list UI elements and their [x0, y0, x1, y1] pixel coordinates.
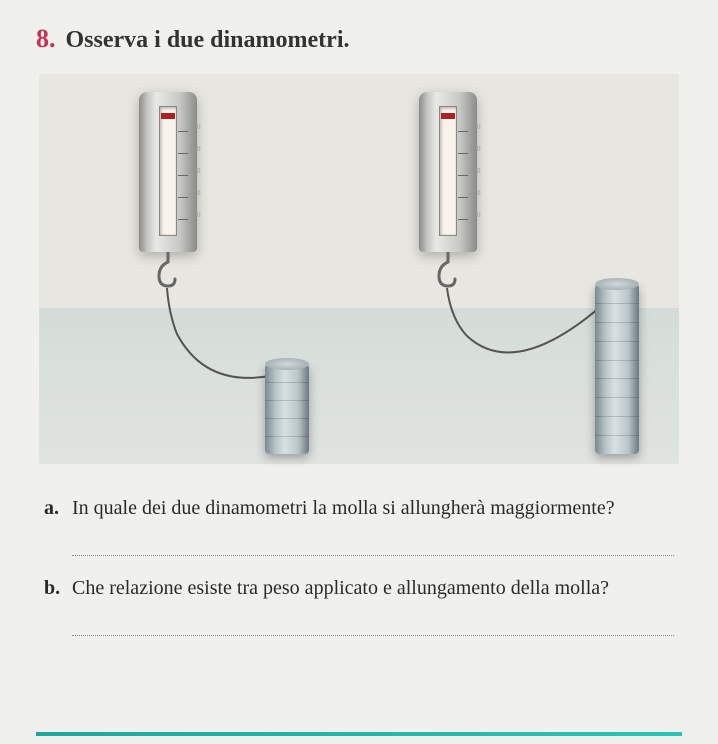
weight-segment-line — [265, 400, 309, 401]
weight-top — [265, 358, 309, 370]
hook-icon — [157, 252, 179, 290]
scale-tick: 500 — [178, 219, 188, 220]
scale-tick: 300 — [178, 175, 188, 176]
question-number: 8. — [36, 24, 56, 54]
scale-window: 100200300400500 — [439, 106, 457, 236]
wire-2 — [447, 288, 617, 352]
figure-dynamometers: 100 200 300 400 500 100 200 300 400 500 — [39, 74, 679, 464]
weight-segment-line — [265, 436, 309, 437]
sub-question-letter: b. — [44, 574, 64, 602]
answer-line — [72, 608, 674, 636]
dynamometer-2: 100 200 300 400 500 — [419, 92, 477, 252]
scale-indicator — [441, 113, 455, 119]
question-header: 8. Osserva i due dinamometri. — [36, 24, 682, 54]
hook-icon — [437, 252, 459, 290]
sub-questions: a. In quale dei due dinamometri la molla … — [36, 494, 682, 636]
weight-1 — [265, 364, 309, 454]
question-title: Osserva i due dinamometri. — [66, 27, 350, 54]
weight-segment-line — [595, 397, 639, 398]
weight-segment-line — [595, 322, 639, 323]
scale-indicator — [161, 113, 175, 119]
page-bottom-border — [36, 732, 682, 736]
scale-tick: 400 — [458, 197, 468, 198]
scale-tick: 200 — [458, 153, 468, 154]
answer-line — [72, 528, 674, 556]
dynamometer-body: 100 200 300 400 500 — [419, 92, 477, 252]
scale-tick: 100 — [458, 131, 468, 132]
weight-segment-line — [595, 378, 639, 379]
sub-question-text: a. In quale dei due dinamometri la molla … — [44, 494, 674, 522]
scale-tick: 500 — [458, 219, 468, 220]
sub-question-body: Che relazione esiste tra peso applicato … — [72, 574, 674, 602]
dynamometer-1: 100 200 300 400 500 — [139, 92, 197, 252]
weight-segment-line — [595, 416, 639, 417]
dynamometer-body: 100 200 300 400 500 — [139, 92, 197, 252]
scale-tick: 200 — [178, 153, 188, 154]
sub-question-text: b. Che relazione esiste tra peso applicat… — [44, 574, 674, 602]
scale-tick: 300 — [458, 175, 468, 176]
scale-tick: 400 — [178, 197, 188, 198]
wire-svg — [39, 74, 679, 464]
sub-question-a: a. In quale dei due dinamometri la molla … — [44, 494, 674, 556]
weight-top — [595, 278, 639, 290]
sub-question-b: b. Che relazione esiste tra peso applicat… — [44, 574, 674, 636]
weight-segment-line — [595, 360, 639, 361]
weight-segment-line — [595, 341, 639, 342]
sub-question-body: In quale dei due dinamometri la molla si… — [72, 494, 674, 522]
weight-2 — [595, 284, 639, 454]
weight-segment-line — [595, 435, 639, 436]
scale-tick: 100 — [178, 131, 188, 132]
weight-segment-line — [265, 418, 309, 419]
weight-segment-line — [595, 303, 639, 304]
weight-segment-line — [265, 382, 309, 383]
sub-question-letter: a. — [44, 494, 64, 522]
scale-window: 100200300400500 — [159, 106, 177, 236]
